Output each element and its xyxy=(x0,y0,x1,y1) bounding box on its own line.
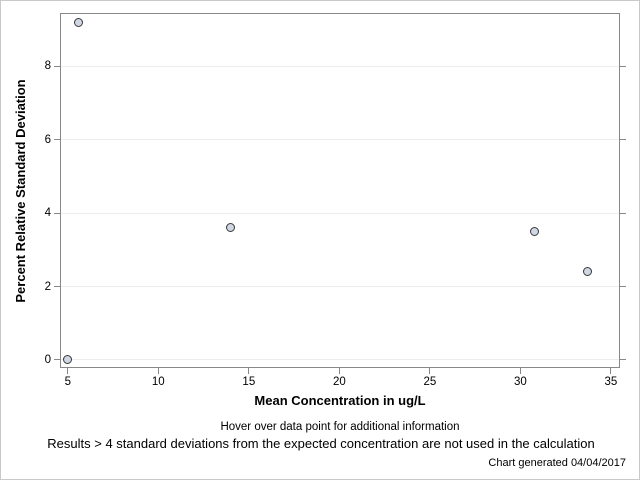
y-tick-label: 0 xyxy=(44,353,51,366)
data-point[interactable] xyxy=(226,223,236,233)
x-tick-mark xyxy=(610,368,612,374)
y-tick-label: 2 xyxy=(44,280,51,293)
chart-generated-date: Chart generated 04/04/2017 xyxy=(488,457,626,469)
y-tick-mark-left xyxy=(54,212,60,214)
y-tick-label: 4 xyxy=(44,207,51,220)
gridline xyxy=(60,286,620,287)
x-tick-label: 15 xyxy=(242,376,256,388)
x-tick-label: 20 xyxy=(332,376,346,388)
footer-hover-hint: Hover over data point for additional inf… xyxy=(220,421,460,433)
x-tick-label: 5 xyxy=(64,376,71,388)
x-tick-label: 25 xyxy=(423,376,437,388)
x-tick-mark xyxy=(429,368,431,374)
y-tick-mark-right xyxy=(620,286,626,287)
footer-note: Results > 4 standard deviations from the… xyxy=(47,436,595,451)
x-tick-mark xyxy=(67,368,69,374)
x-tick-label: 35 xyxy=(604,376,618,388)
y-tick-mark-left xyxy=(54,286,60,287)
x-tick-mark xyxy=(248,368,250,374)
x-tick-mark xyxy=(519,368,521,374)
y-tick-mark-right xyxy=(620,139,626,141)
y-tick-mark-left xyxy=(54,65,60,67)
data-point[interactable] xyxy=(63,355,73,365)
y-tick-label: 6 xyxy=(44,133,51,146)
x-axis-title: Mean Concentration in ug/L xyxy=(254,393,426,408)
y-tick-mark-right xyxy=(620,65,626,67)
data-point[interactable] xyxy=(74,17,84,27)
gridline xyxy=(60,212,620,214)
y-tick-label: 8 xyxy=(44,60,51,73)
gridline xyxy=(60,359,620,361)
y-tick-mark-right xyxy=(620,359,626,361)
x-tick-label: 10 xyxy=(151,376,165,388)
gridline xyxy=(60,139,620,141)
x-tick-mark xyxy=(157,368,159,374)
data-point[interactable] xyxy=(582,267,592,277)
y-tick-mark-left xyxy=(54,139,60,141)
x-tick-mark xyxy=(338,368,340,374)
data-point[interactable] xyxy=(530,226,540,236)
x-tick-label: 30 xyxy=(514,376,527,388)
y-tick-mark-right xyxy=(620,212,626,214)
y-tick-mark-left xyxy=(54,359,60,361)
gridline xyxy=(60,65,620,67)
